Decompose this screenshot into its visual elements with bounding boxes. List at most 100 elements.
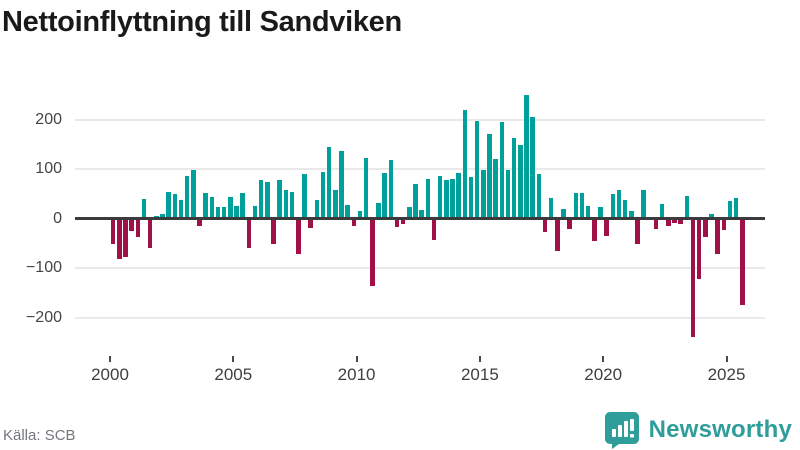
x-axis-label: 2010 (337, 365, 376, 384)
x-axis-tick (109, 356, 111, 362)
gridline--200 (75, 316, 765, 319)
data-bar (462, 110, 468, 219)
data-bar (209, 196, 215, 219)
data-bar (326, 146, 332, 219)
data-bar (141, 199, 147, 219)
data-bar (265, 181, 270, 219)
brand-lockup: Newsworthy (604, 411, 792, 449)
data-bar (172, 193, 178, 219)
data-bar (740, 218, 745, 306)
data-bar (184, 175, 190, 219)
data-bar (240, 192, 245, 219)
y-axis-label: 200 (35, 110, 62, 128)
data-bar (271, 218, 276, 245)
data-bar (530, 116, 535, 219)
data-bar (585, 206, 591, 219)
data-bar (696, 218, 702, 280)
gridline-200 (75, 118, 765, 121)
data-bar (518, 144, 523, 219)
y-axis-label: 100 (35, 160, 62, 177)
data-bar (246, 218, 252, 249)
data-bar (283, 189, 289, 219)
data-bar (388, 159, 394, 219)
data-bar (505, 169, 511, 219)
data-bar (721, 218, 727, 230)
data-bar (289, 191, 295, 219)
data-bar (339, 150, 344, 219)
data-bar (487, 134, 492, 219)
data-bar (394, 218, 400, 227)
data-bar (382, 173, 387, 219)
data-bar (733, 197, 739, 219)
x-axis-label: 2015 (460, 365, 499, 384)
data-bar (215, 206, 221, 219)
data-bar (110, 218, 116, 245)
data-bar (579, 192, 585, 219)
data-bar (703, 218, 708, 237)
data-bar (400, 218, 406, 224)
data-bar (444, 180, 449, 219)
data-bar (370, 218, 375, 287)
x-axis-label: 2025 (707, 365, 746, 384)
data-bar (419, 209, 424, 219)
data-bar (499, 121, 505, 219)
data-bar (672, 218, 677, 224)
data-bar (376, 203, 381, 219)
data-bar (629, 211, 634, 219)
data-bar (277, 180, 282, 219)
data-bar (228, 196, 233, 219)
data-bar (203, 192, 208, 219)
data-bar (407, 207, 412, 219)
data-bar (616, 189, 622, 219)
data-bar (191, 169, 196, 219)
data-bar (690, 218, 696, 338)
x-axis-tick (725, 356, 728, 362)
y-axis-label: 0 (53, 209, 62, 227)
data-bar (351, 218, 357, 227)
x-axis-label: 2005 (214, 365, 253, 384)
gridline--100 (75, 267, 765, 269)
data-bar (437, 176, 443, 219)
gridline-100 (75, 168, 765, 170)
brand-name: Newsworthy (648, 416, 792, 443)
data-bar (653, 218, 659, 229)
x-axis-label: 2020 (584, 365, 623, 384)
data-bar (234, 205, 239, 219)
x-axis-tick (355, 356, 358, 362)
data-bar (567, 218, 572, 230)
data-bar (524, 94, 529, 219)
data-bar (197, 218, 202, 227)
data-bar (129, 218, 134, 232)
bar-chart-speech-bubble-icon (604, 412, 639, 449)
zero-axis-line (75, 217, 765, 220)
data-bar (357, 210, 363, 219)
data-bar (308, 218, 313, 229)
data-bar (493, 159, 498, 219)
data-bar (450, 178, 455, 219)
data-bar (345, 204, 350, 219)
data-bar (715, 218, 720, 255)
data-bar (481, 170, 486, 219)
data-bar (635, 218, 640, 244)
data-bar (604, 218, 609, 236)
data-bar (666, 218, 671, 226)
data-bar (147, 218, 153, 249)
data-bar (252, 206, 258, 219)
x-axis-tick (478, 356, 481, 362)
data-bar (548, 197, 554, 219)
data-bar (117, 218, 122, 259)
data-bar (296, 218, 301, 255)
data-bar (610, 194, 616, 219)
data-bar (123, 218, 128, 258)
x-axis-tick (232, 356, 235, 362)
data-bar (678, 218, 683, 224)
y-axis-label: −200 (25, 308, 62, 326)
data-bar (160, 213, 165, 219)
data-bar (641, 189, 646, 219)
data-bar (221, 206, 227, 219)
data-bar (659, 203, 665, 219)
data-bar (431, 218, 437, 240)
data-bar (561, 209, 566, 219)
data-bar (363, 157, 369, 219)
